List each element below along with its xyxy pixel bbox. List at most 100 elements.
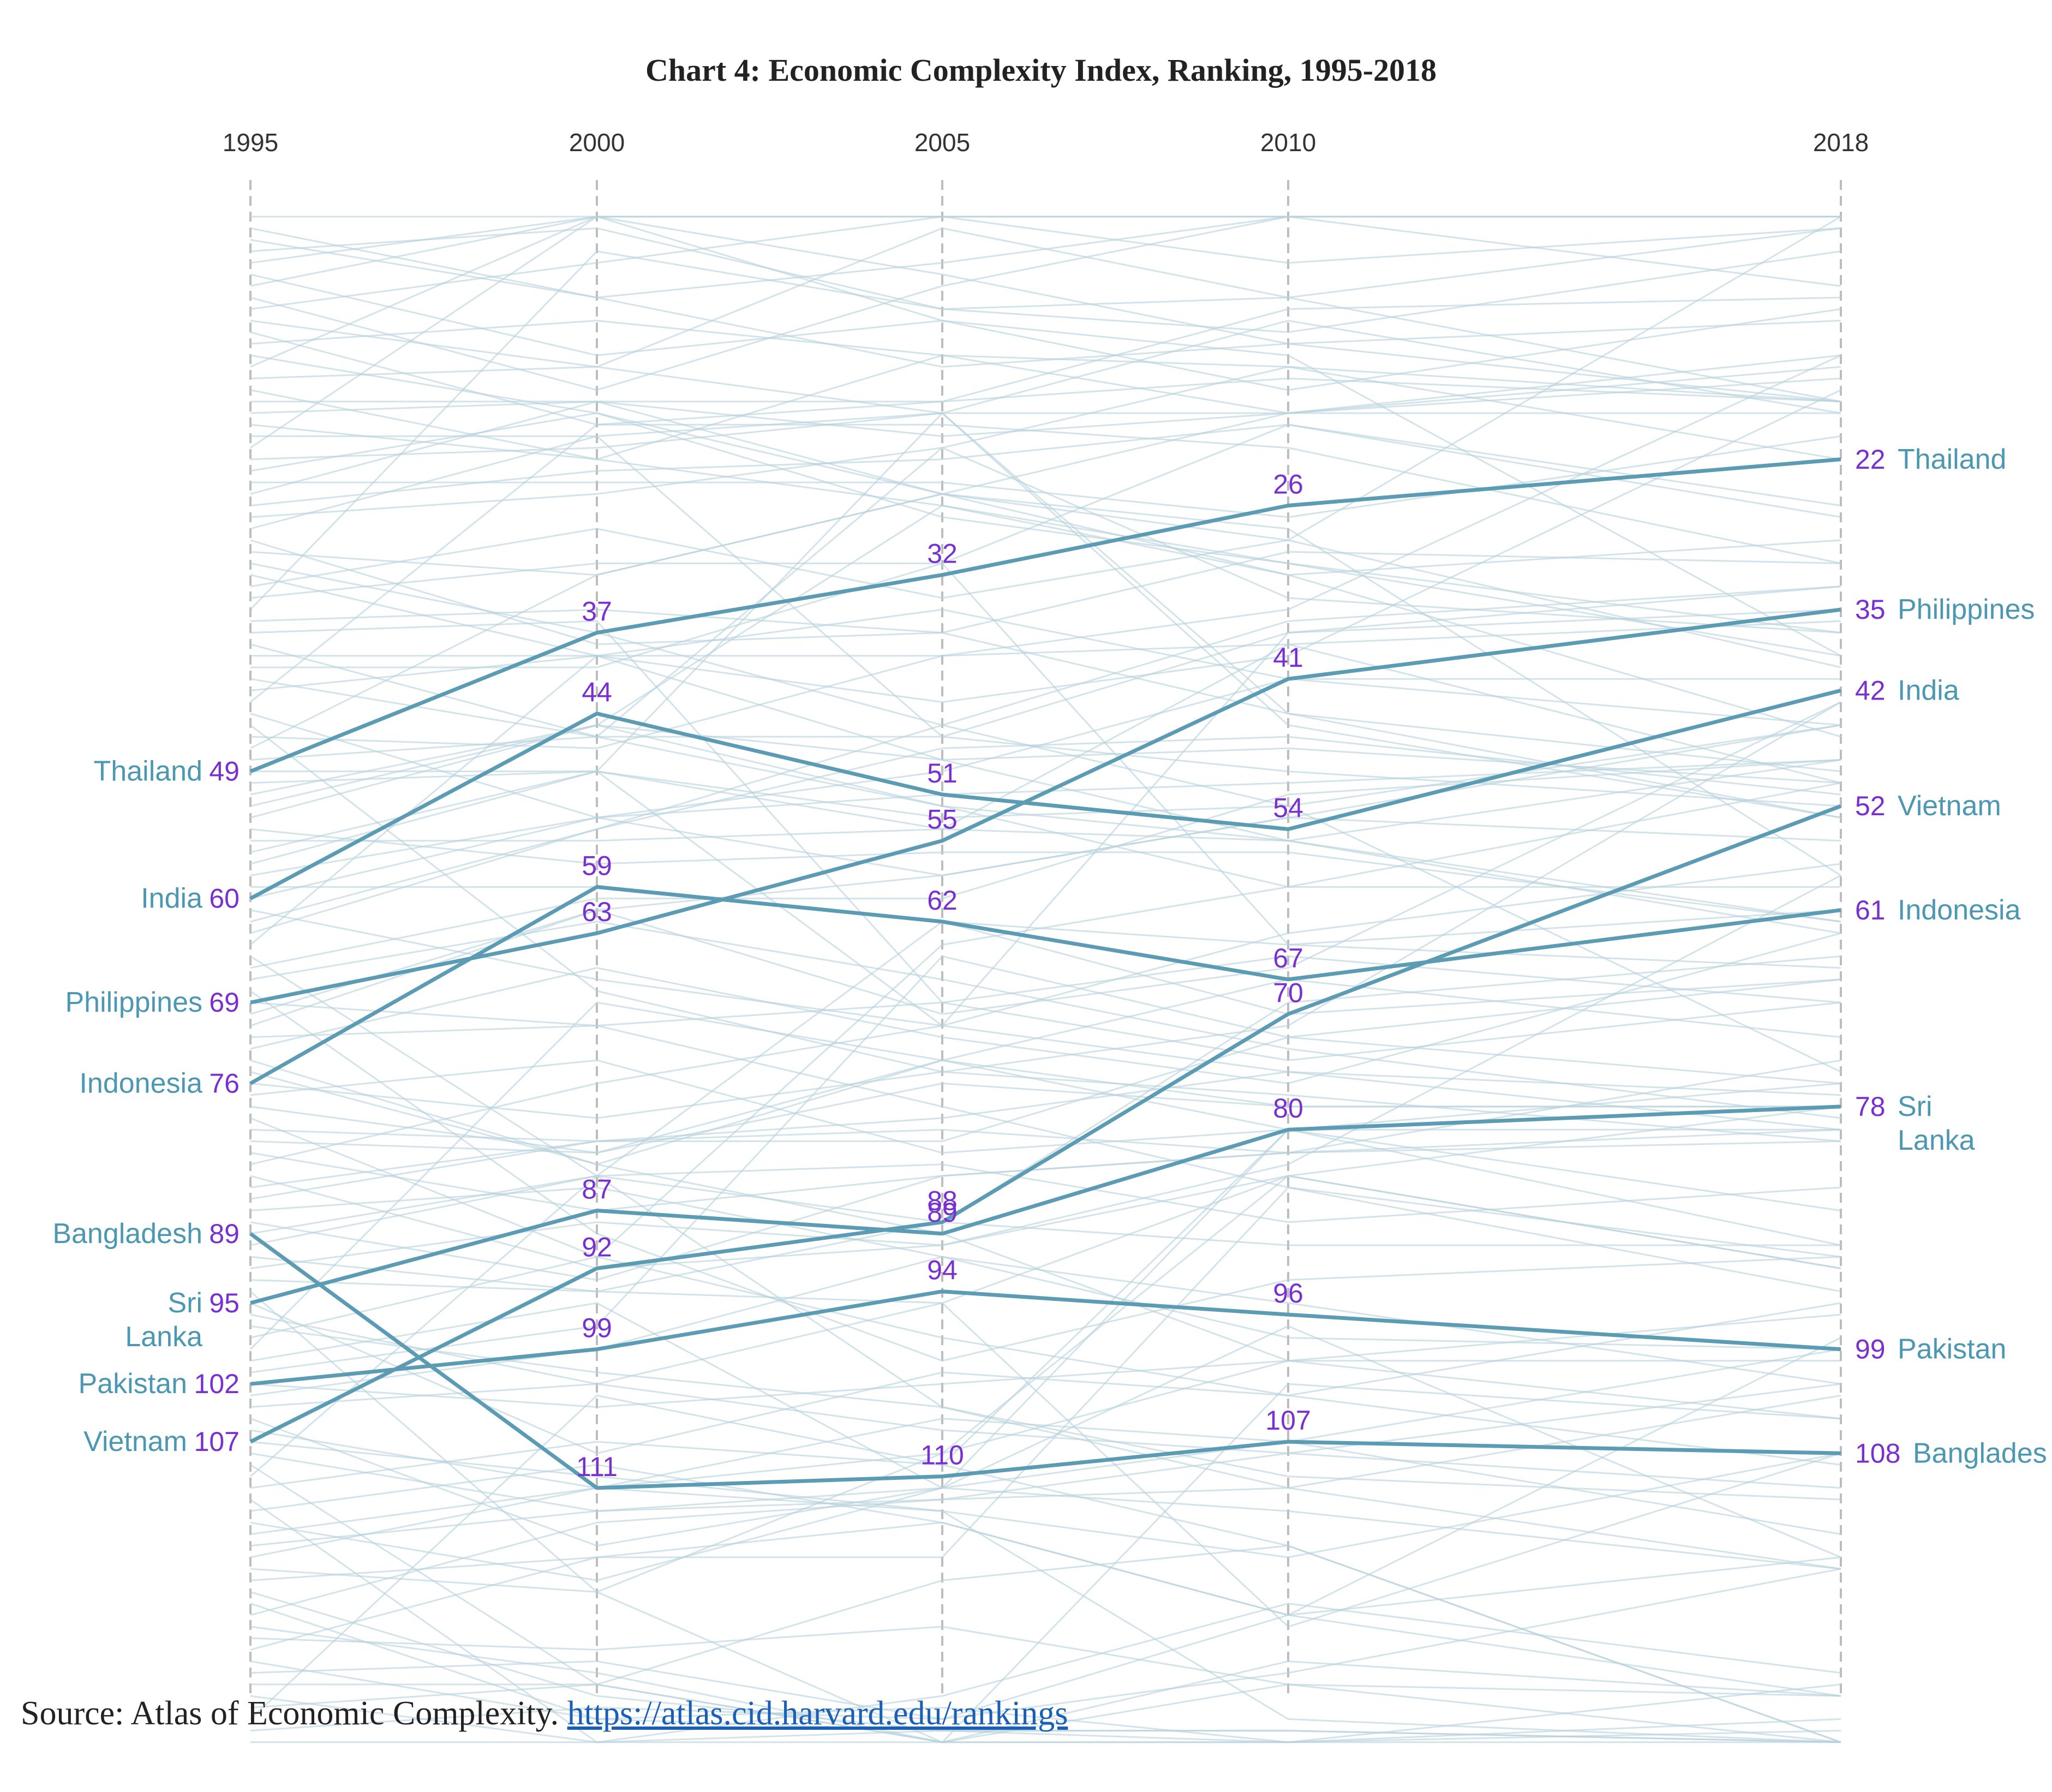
background-line	[250, 1464, 1841, 1697]
country-label-end-thailand: Thailand	[1898, 444, 2006, 475]
country-label-end-vietnam: Vietnam	[1898, 790, 2001, 822]
background-line	[250, 446, 1841, 761]
rank-label-india-1995: 60	[209, 883, 240, 914]
rank-label-sri-lanka-2000: 87	[582, 1174, 612, 1204]
rank-label-india-2018: 42	[1855, 675, 1886, 706]
rank-label-pakistan-2000: 99	[582, 1313, 612, 1343]
country-label-start-thailand: Thailand	[94, 756, 202, 787]
rank-label-thailand-2005: 32	[927, 539, 958, 569]
rank-label-india-2005: 51	[927, 758, 958, 789]
background-line	[250, 216, 1841, 403]
rank-label-philippines-2010: 41	[1273, 642, 1303, 673]
background-line	[250, 354, 1841, 749]
background-line	[250, 816, 1841, 1027]
background-line	[250, 1487, 1841, 1743]
rank-label-indonesia-2010: 67	[1273, 943, 1303, 973]
series-line-bangladesh	[249, 1232, 1841, 1490]
rank-label-sri-lanka-2010: 80	[1273, 1093, 1303, 1124]
background-line	[250, 551, 1841, 634]
background-line	[250, 1001, 1841, 1258]
series-line-thailand	[249, 457, 1841, 773]
rank-label-indonesia-2005: 62	[927, 885, 958, 916]
background-line	[250, 504, 1841, 796]
background-line	[250, 863, 1841, 1027]
background-line	[250, 655, 1841, 946]
background-line	[250, 955, 1841, 1223]
background-line	[250, 320, 1841, 784]
rank-label-pakistan-2005: 94	[927, 1255, 958, 1286]
background-line	[250, 736, 1841, 923]
series-line-pakistan	[250, 1289, 1841, 1386]
background-line	[250, 1117, 1841, 1396]
rank-label-philippines-1995: 69	[209, 987, 240, 1018]
highlighted-country-lines	[249, 457, 1842, 1490]
rank-label-pakistan-2018: 99	[1855, 1334, 1886, 1365]
rank-label-bangladesh-1995: 89	[209, 1218, 240, 1249]
country-label-end-philippines: Philippines	[1898, 594, 2035, 625]
country-label-end-pakistan: Pakistan	[1898, 1334, 2006, 1365]
background-line	[250, 1337, 1841, 1732]
background-line	[250, 1128, 1841, 1154]
background-line	[250, 216, 1841, 449]
rank-label-indonesia-1995: 76	[209, 1068, 240, 1099]
background-line	[250, 1603, 1841, 1743]
background-line	[250, 227, 1841, 310]
background-line	[250, 828, 1841, 923]
background-line	[250, 1036, 1841, 1200]
background-line	[250, 320, 1841, 414]
background-line	[250, 1325, 1841, 1489]
background-line	[250, 886, 1841, 1015]
country-label-end-indonesia: Indonesia	[1898, 894, 2021, 926]
rank-label-india-2010: 54	[1273, 793, 1303, 823]
background-line	[250, 701, 1841, 1015]
source-note: Source: Atlas of Economic Complexity. ht…	[21, 1694, 1068, 1733]
rank-label-sri-lanka-2005: 89	[927, 1197, 958, 1228]
country-label-start-sri-lanka: Sri	[167, 1287, 202, 1319]
background-line	[250, 724, 1841, 888]
chart-title: Chart 4: Economic Complexity Index, Rank…	[645, 52, 1437, 88]
background-line	[250, 643, 1841, 784]
background-line	[250, 423, 1841, 518]
background-line	[250, 990, 1841, 1362]
background-line	[250, 955, 1841, 1038]
background-line	[250, 1175, 1841, 1489]
country-label-end-india: India	[1898, 674, 1959, 706]
year-label-2010: 2010	[1260, 128, 1316, 157]
rank-label-vietnam-1995: 107	[194, 1426, 240, 1457]
background-line	[250, 1487, 1841, 1616]
background-line	[250, 1603, 1841, 1743]
background-line	[250, 586, 1841, 934]
background-line	[250, 921, 1841, 1119]
rank-label-sri-lanka-1995: 95	[209, 1288, 240, 1318]
background-line	[250, 1083, 1841, 1547]
source-link[interactable]: https://atlas.cid.harvard.edu/rankings	[567, 1695, 1068, 1732]
series-line-indonesia	[249, 885, 1841, 1085]
source-prefix: Source: Atlas of Economic Complexity.	[21, 1695, 567, 1732]
background-line	[250, 216, 1841, 599]
background-line	[250, 828, 1841, 934]
rank-label-thailand-2000: 37	[582, 596, 612, 626]
background-line	[250, 1302, 1841, 1466]
background-line	[250, 1059, 1841, 1211]
country-label-start-pakistan: Pakistan	[79, 1368, 187, 1400]
background-line	[250, 1683, 1841, 1743]
background-line	[250, 1279, 1841, 1628]
country-label-end-bangladesh: Banglades	[1913, 1437, 2047, 1469]
rank-and-country-labels: 49 37 32 26 22 Thailand Thailand 60 44 51 54 42 Indi…	[52, 444, 2047, 1482]
background-line	[250, 216, 1841, 391]
year-label-1995: 1995	[223, 128, 278, 157]
series-line-india	[249, 689, 1841, 900]
background-line	[250, 678, 1841, 900]
country-label-start-indonesia: Indonesia	[79, 1068, 202, 1100]
rank-label-bangladesh-2000: 111	[576, 1451, 618, 1482]
background-line	[250, 366, 1841, 518]
rank-label-thailand-2010: 26	[1273, 469, 1303, 500]
year-label-2005: 2005	[914, 128, 970, 157]
rank-label-indonesia-2018: 61	[1855, 895, 1886, 925]
rank-label-vietnam-2018: 52	[1855, 791, 1886, 821]
rank-label-vietnam-2005: 88	[927, 1186, 958, 1216]
background-line	[250, 1626, 1841, 1697]
background-line	[250, 1071, 1841, 1142]
year-label-2000: 2000	[569, 128, 625, 157]
